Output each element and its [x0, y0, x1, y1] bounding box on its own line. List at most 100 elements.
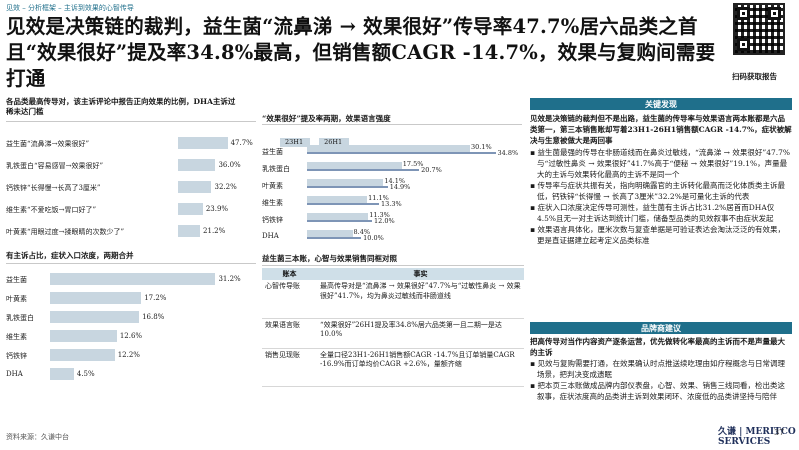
bar-26h1	[307, 237, 362, 239]
bar-value-label: 12.2%	[117, 351, 140, 359]
complaint-share-chart: 益生菌 31.2% 叶黄素 17.2% 乳铁蛋白 16.8% 维生素 12.6% 钙铁锌 12.2…	[6, 266, 256, 386]
value-26h1: 10.0%	[363, 234, 384, 242]
value-26h1: 12.0%	[374, 217, 395, 225]
bar	[50, 368, 74, 380]
bar-label: 乳铁蛋白“容易感冒→效果很好”	[6, 162, 104, 170]
ledger-name: 心智传导账	[262, 280, 317, 319]
value-26h1: 13.3%	[381, 200, 402, 208]
value-23h1: 8.4%	[353, 228, 371, 236]
bar-value-label: 36.0%	[218, 161, 241, 169]
page-title: 见效是决策链的裁判，益生菌“流鼻涕 → 效果很好”传导率47.7%居六品类之首且…	[6, 15, 716, 90]
bar	[178, 225, 201, 237]
qr-code-icon	[733, 3, 785, 55]
bar-23h1	[307, 230, 353, 237]
bar-label: DHA	[6, 370, 23, 378]
ledger-name: 销售见现账	[262, 348, 317, 387]
bar-value-label: 4.5%	[76, 370, 95, 378]
page-number: 37	[774, 428, 785, 437]
bar-label: 益生菌	[6, 276, 27, 284]
findings-bullet: ▪ 症状入口浓度决定传导可测性，益生菌有主诉占比31.2%居首而DHA仅4.5%…	[530, 203, 775, 223]
bar	[50, 273, 216, 285]
bar-26h1	[307, 220, 372, 222]
bar-label: 乳铁蛋白	[6, 314, 34, 322]
bar	[178, 181, 212, 193]
bar-value-label: 47.7%	[230, 139, 253, 147]
legend-23h1: 23H1	[280, 138, 310, 147]
legend-26h1: 26H1	[319, 138, 350, 147]
bar-value-label: 31.2%	[218, 275, 241, 283]
findings-intro: 见效是决策链的裁判但不是出路，益生菌的传导率与效果语言两本账都是六品类第一，第三…	[530, 114, 792, 145]
source-note: 资料来源：久谦中台	[6, 433, 69, 441]
advice-bullet: ▪ 见效与复购需要打通，在效果确认时点推送续吃理由如疗程概念与日常调理场景，把判…	[530, 359, 785, 379]
ledger-fact: 最高传导对是“流鼻涕 → 效果很好”47.7%与“过敏性鼻炎 → 效果很好”41…	[317, 280, 524, 319]
table-row: 效果语言账 “效果很好”26H1提及率34.8%居六品类第一且二期一是达10.0…	[262, 318, 524, 349]
bar-26h1	[307, 169, 420, 171]
bar	[50, 311, 140, 323]
bar-23h1	[307, 145, 471, 152]
table-row: 心智传导账 最高传导对是“流鼻涕 → 效果很好”47.7%与“过敏性鼻炎 → 效…	[262, 280, 524, 319]
ledger-fact: “效果很好”26H1提及率34.8%居六品类第一且二期一是达10.0%	[317, 318, 524, 349]
value-23h1: 17.5%	[402, 160, 424, 168]
bar-23h1	[307, 196, 368, 203]
transmission-chart: 益生菌“流鼻涕→效果很好” 47.7% 乳铁蛋白“容易感冒→效果很好” 36.0% 钙铁…	[6, 124, 256, 249]
transmission-chart-title: 各品类最高传导对，该主诉评论中报告正向效果的比例，DHA主诉过稀未达门槛	[6, 97, 236, 116]
bar	[50, 349, 115, 361]
ledger-name: 效果语言账	[262, 318, 317, 349]
bar-23h1	[307, 162, 402, 169]
bar-label: 钙铁锌	[262, 216, 283, 224]
qr-caption: 扫码获取报告	[732, 72, 777, 81]
brand-advice-body: 把高传导对当作内容资产逐条运营，优先做转化率最高的主诉而不是声量最大的主诉 ▪ …	[530, 336, 792, 402]
bar	[50, 330, 117, 342]
value-26h1: 14.9%	[389, 183, 411, 191]
legend: 23H1 26H1	[280, 129, 350, 148]
bar-value-label: 16.8%	[142, 313, 165, 321]
ledger-fact: 全量口径23H1-26H1销售额CAGR -14.7%且订单销量CAGR -16…	[317, 348, 524, 387]
bar-label: 叶黄素“用眼过度→揉眼睛的次数少了”	[6, 228, 125, 236]
bar-label: 维生素	[262, 199, 283, 207]
bar-label: 钙铁锌	[6, 352, 27, 360]
bar	[178, 137, 228, 149]
complaint-share-chart-title: 有主诉占比，症状入口浓度，两期合并	[6, 251, 134, 260]
brand-advice-header: 品牌商建议	[530, 322, 792, 334]
breadcrumb: 见效 – 分析框架 – 主诉到效果的心智传导	[6, 4, 134, 12]
bar-label: 益生菌	[262, 148, 283, 156]
bar	[178, 203, 203, 215]
bar-23h1	[307, 179, 384, 186]
key-findings-header: 关键发现	[530, 98, 792, 110]
bar-label: 维生素	[6, 333, 27, 341]
value-23h1: 14.1%	[384, 177, 406, 185]
key-findings-body: 见效是决策链的裁判但不是出路，益生菌的传导率与效果语言两本账都是六品类第一，第三…	[530, 113, 792, 246]
bar-26h1	[307, 203, 380, 205]
bar-label: 钙铁锌“长得慢→长高了3厘米”	[6, 184, 101, 192]
mention-rate-chart: 益生菌 30.1% 34.8% 乳铁蛋白 17.5% 20.7% 叶黄素 14.1% 14.9%…	[262, 142, 524, 250]
ledger-table-title: 益生菌三本账，心智与效果销售同框对照	[262, 254, 397, 263]
bar-value-label: 12.6%	[119, 332, 143, 340]
value-23h1: 11.3%	[369, 211, 390, 219]
advice-bullet: ▪ 把本页三本账做成品牌内部仪表盘，心智、效果、销售三线同看，检出类这叙事，症状…	[530, 381, 785, 401]
bar	[178, 159, 216, 171]
table-header: 账本	[262, 268, 317, 280]
bar-26h1	[307, 152, 496, 154]
value-23h1: 30.1%	[471, 143, 492, 151]
bar	[50, 292, 142, 304]
value-26h1: 34.8%	[497, 149, 519, 157]
bar-label: 叶黄素	[6, 295, 27, 303]
bar-label: 益生菌“流鼻涕→效果很好”	[6, 140, 90, 148]
ledger-table: 账本 事实 心智传导账 最高传导对是“流鼻涕 → 效果很好”47.7%与“过敏性…	[262, 268, 524, 387]
mention-rate-chart-title: “效果很好”提及率两期，效果语言强度	[262, 114, 391, 123]
bar-label: 乳铁蛋白	[262, 165, 290, 173]
divider	[262, 124, 522, 125]
value-23h1: 11.1%	[368, 194, 389, 202]
bar-26h1	[307, 186, 388, 188]
bar-label: 叶黄素	[262, 182, 283, 190]
bar-23h1	[307, 213, 369, 220]
findings-bullet: ▪ 效果语言具体化，厘米次数与复查单据是可验证表达会淘汰泛泛的有效果，更是直证据…	[530, 225, 785, 245]
findings-bullet: ▪ 传导率与症状共振有关，指向明确露官的主诉转化最高而泛化体质类主诉最低，钙铁锌…	[530, 181, 785, 201]
divider	[6, 263, 256, 264]
bar-label: DHA	[262, 232, 279, 240]
bar-value-label: 21.2%	[203, 227, 226, 235]
brand-logo: 久谦 | MERITCO SERVICES	[718, 427, 796, 447]
bar-label: 维生素“不爱吃饭→胃口好了”	[6, 206, 97, 214]
bar-value-label: 32.2%	[214, 183, 237, 191]
findings-bullet: ▪ 益生菌最强的传导在非肠道线而在鼻炎过敏线，“流鼻涕 → 效果很好”47.7%…	[530, 148, 791, 179]
